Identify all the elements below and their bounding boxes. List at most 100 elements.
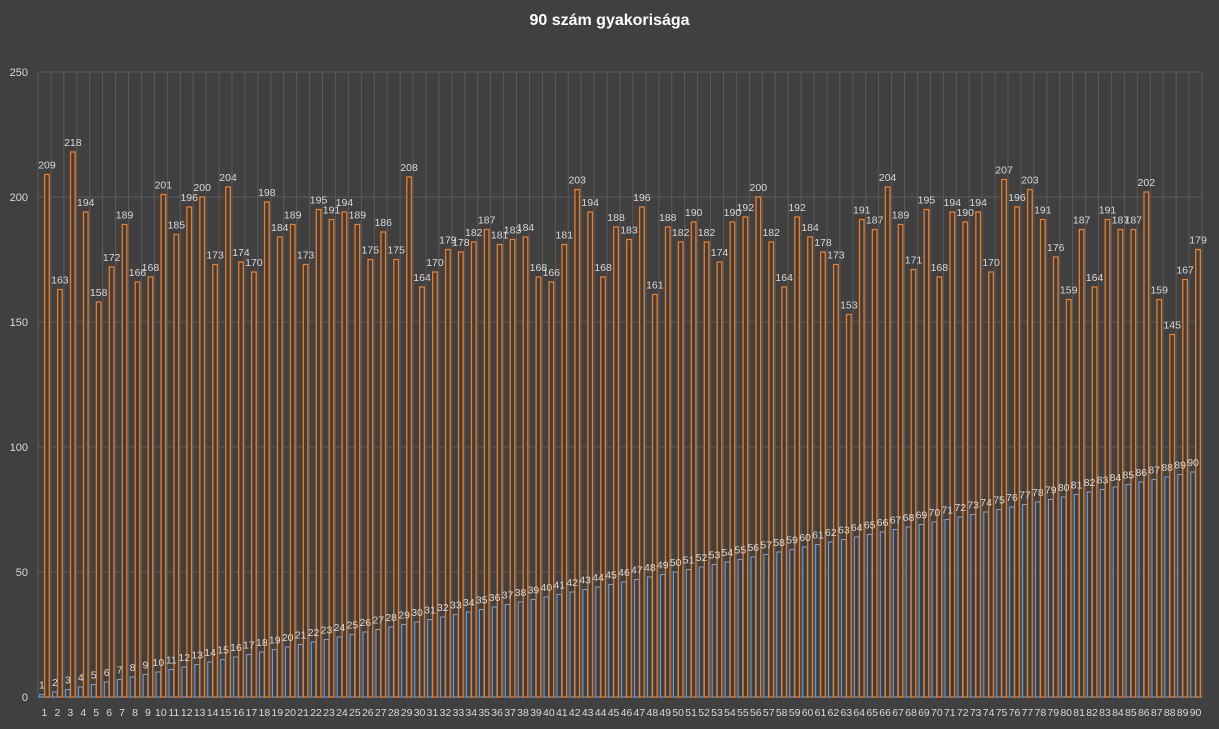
data-label-frequency: 183: [620, 225, 638, 237]
x-tick-label: 26: [362, 707, 374, 719]
bar-number-69: [918, 523, 925, 698]
bar-number-32: [440, 616, 446, 698]
data-label-frequency: 181: [556, 230, 574, 242]
bar-frequency-4: [82, 211, 89, 698]
data-label-number: 76: [1006, 492, 1018, 504]
bar-frequency-87: [1156, 298, 1163, 698]
data-label-number: 34: [463, 597, 475, 609]
bar-number-79: [1047, 498, 1054, 698]
data-label-number: 79: [1045, 485, 1057, 497]
data-label-number: 57: [760, 540, 772, 552]
bar-frequency-61: [820, 251, 826, 698]
data-label-number: 20: [282, 632, 294, 644]
x-tick-label: 76: [1009, 707, 1021, 719]
bar-number-85: [1125, 483, 1132, 698]
data-label-frequency: 182: [672, 227, 690, 239]
bar-number-29: [401, 623, 407, 698]
data-label-frequency: 159: [1150, 285, 1168, 297]
x-tick-label: 64: [853, 707, 865, 719]
bar-frequency-57: [768, 241, 775, 698]
bar-number-68: [905, 526, 912, 698]
x-tick-label: 11: [168, 707, 179, 719]
data-label-frequency: 186: [374, 217, 392, 229]
bar-frequency-51: [690, 221, 697, 698]
data-label-frequency: 200: [750, 182, 768, 194]
x-tick-label: 77: [1022, 707, 1034, 719]
bar-number-48: [646, 576, 653, 698]
data-label-frequency: 175: [387, 245, 405, 257]
data-label-frequency: 168: [530, 262, 548, 274]
bar-number-24: [336, 636, 343, 698]
data-label-frequency: 218: [64, 137, 82, 149]
bar-number-23: [323, 638, 330, 698]
bar-frequency-11: [173, 233, 180, 698]
bar-number-62: [828, 541, 834, 698]
data-label-frequency: 172: [103, 252, 121, 264]
data-label-frequency: 182: [465, 227, 483, 239]
bar-frequency-88: [1169, 333, 1176, 698]
data-label-number: 32: [437, 602, 449, 614]
chart-title: 90 szám gyakorisága: [529, 12, 690, 29]
x-tick-label: 5: [93, 707, 99, 719]
data-label-number: 68: [903, 512, 915, 524]
x-tick-label: 84: [1112, 707, 1124, 719]
x-tick-label: 10: [155, 707, 167, 719]
bar-frequency-67: [897, 223, 904, 698]
data-label-frequency: 170: [426, 257, 444, 269]
bar-number-65: [866, 533, 873, 698]
x-tick-label: 23: [323, 707, 335, 719]
data-label-number: 31: [424, 605, 436, 617]
bar-frequency-20: [289, 223, 296, 698]
bar-number-15: [220, 658, 226, 698]
data-label-frequency: 187: [866, 215, 884, 227]
bar-number-30: [414, 621, 420, 698]
data-label-frequency: 190: [685, 207, 703, 219]
bar-number-54: [724, 561, 731, 698]
data-label-frequency: 192: [788, 202, 806, 214]
x-tick-label: 22: [310, 707, 322, 719]
data-label-number: 56: [747, 542, 759, 554]
data-label-frequency: 179: [1189, 235, 1207, 247]
y-tick-label: 200: [10, 192, 28, 204]
data-label-number: 72: [954, 502, 966, 514]
data-label-number: 49: [657, 560, 669, 572]
data-label-number: 17: [243, 640, 255, 652]
data-label-frequency: 167: [1176, 265, 1194, 277]
data-label-frequency: 191: [323, 205, 341, 217]
x-tick-label: 42: [569, 707, 581, 719]
data-label-frequency: 159: [1060, 285, 1078, 297]
x-tick-label: 67: [892, 707, 904, 719]
bar-number-43: [582, 588, 589, 698]
x-tick-label: 81: [1073, 707, 1085, 719]
bar-frequency-48: [651, 293, 658, 698]
bar-frequency-21: [302, 263, 309, 698]
data-label-frequency: 207: [995, 165, 1013, 177]
bar-number-6: [103, 681, 110, 698]
x-tick-label: 89: [1177, 707, 1189, 719]
data-label-number: 73: [967, 500, 979, 512]
bar-frequency-34: [470, 241, 477, 698]
bar-frequency-58: [781, 286, 788, 698]
bar-number-60: [802, 546, 808, 698]
data-label-frequency: 153: [840, 300, 858, 312]
x-tick-label: 54: [724, 707, 736, 719]
bar-number-63: [840, 538, 847, 698]
data-label-number: 70: [929, 507, 941, 519]
x-tick-label: 2: [54, 707, 60, 719]
data-label-number: 46: [618, 567, 630, 579]
data-label-frequency: 203: [568, 175, 586, 187]
x-tick-label: 59: [789, 707, 801, 719]
data-label-frequency: 189: [349, 210, 367, 222]
data-label-number: 25: [347, 620, 359, 632]
data-label-number: 19: [269, 635, 281, 647]
bar-number-16: [233, 656, 239, 698]
bar-number-22: [310, 641, 317, 698]
data-label-number: 55: [735, 545, 747, 557]
data-label-number: 35: [476, 595, 488, 607]
x-tick-label: 13: [194, 707, 206, 719]
bar-number-28: [388, 626, 395, 698]
data-label-number: 22: [308, 627, 320, 639]
data-label-frequency: 166: [543, 267, 561, 279]
data-label-frequency: 204: [879, 172, 897, 184]
bar-frequency-23: [328, 218, 335, 698]
